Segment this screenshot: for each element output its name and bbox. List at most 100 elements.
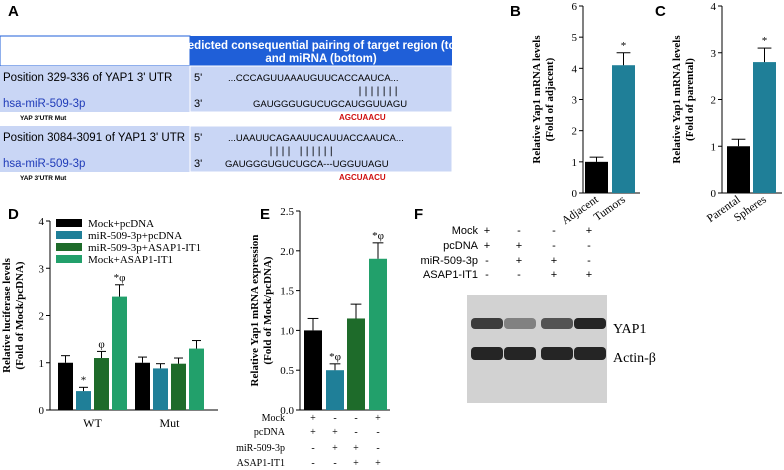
chart-e-y-tick-label: 0.0 — [280, 405, 294, 417]
blot-band-actin — [471, 347, 503, 360]
chart-e-condition-sign: - — [376, 427, 379, 438]
blot-condition-sign: + — [484, 225, 490, 237]
blot-condition-sign: + — [586, 269, 592, 281]
chart-d-bar — [94, 358, 109, 410]
chart-e-y-axis-label: Relative Yap1 mRNA expression — [249, 235, 261, 387]
table-header-text-line1: Predicted consequential pairing of targe… — [176, 40, 467, 52]
chart-e-y-axis-label: (Fold of Mock/pcDNA) — [262, 256, 274, 364]
chart-b-y-tick-label: 2 — [572, 126, 578, 138]
blot-condition-label: pcDNA — [443, 240, 479, 252]
blot-condition-sign: + — [551, 255, 557, 267]
chart-e-condition-sign: + — [375, 458, 381, 469]
chart-b-y-tick-label: 3 — [572, 95, 578, 107]
mut-label: YAP 3'UTR Mut — [20, 175, 67, 182]
table-row-sequence-cell — [189, 65, 453, 113]
chart-e-condition-label: miR-509-3p — [236, 443, 285, 454]
blot-band-label-yap1: YAP1 — [613, 322, 646, 337]
chart-d-legend-swatch — [56, 255, 82, 263]
chart-d-legend-label: miR-509-3p+ASAP1-IT1 — [88, 242, 201, 254]
panel-letter-c: C — [655, 3, 666, 20]
chart-e-condition-sign: + — [310, 427, 316, 438]
chart-e-bar — [304, 330, 322, 410]
blot-condition-sign: - — [517, 225, 521, 237]
chart-e-significance-mark: *φ — [372, 230, 384, 242]
blot-band-actin — [504, 347, 536, 360]
blot-band-actin — [541, 347, 573, 360]
chart-e-y-tick-label: 2.5 — [280, 206, 294, 218]
chart-e-bar — [326, 370, 344, 410]
table-row-sequence-cell — [189, 125, 453, 173]
blot-condition-sign: + — [484, 240, 490, 252]
chart-e-y-tick-label: 1.5 — [280, 286, 294, 298]
blot-condition-sign: - — [517, 269, 521, 281]
mut-sequence: AGCUAACU — [339, 173, 386, 182]
chart-e-condition-sign: - — [376, 443, 379, 454]
chart-e-y-tick-label: 1.0 — [280, 325, 294, 337]
chart-d-bar — [135, 362, 150, 410]
chart-e-condition-sign: + — [353, 443, 359, 454]
table-header-left-cell — [0, 35, 191, 67]
mut-sequence: AGCUAACU — [339, 113, 386, 122]
chart-c-bar — [727, 146, 750, 193]
mut-label: YAP 3'UTR Mut — [20, 115, 67, 122]
chart-d-bar — [76, 391, 91, 410]
table-row-position: Position 329-336 of YAP1 3' UTR — [3, 72, 172, 84]
chart-d-legend-swatch — [56, 243, 82, 251]
chart-e-condition-sign: - — [333, 458, 336, 469]
chart-b-significance-mark: * — [621, 40, 627, 52]
chart-e-bar — [347, 318, 365, 410]
chart-d-y-tick-label: 4 — [39, 216, 45, 228]
chart-d-y-tick-label: 3 — [39, 263, 45, 275]
chart-e-y-tick-label: 2.0 — [280, 246, 294, 258]
chart-b-y-axis-label: Relative Yap1 mRNA levels — [531, 35, 543, 164]
chart-d-legend-swatch — [56, 231, 82, 239]
chart-d-bar — [153, 368, 168, 410]
chart-e-condition-sign: + — [375, 413, 381, 424]
target-sequence: ...UAAUUCAGAAUUCAUUACCAAUCA... — [228, 133, 404, 144]
chart-d-significance-mark: *φ — [114, 272, 126, 284]
blot-condition-sign: + — [516, 240, 522, 252]
table-row-mirna-name: hsa-miR-509-3p — [3, 98, 85, 110]
chart-e-condition-sign: + — [310, 413, 316, 424]
blot-condition-sign: + — [516, 255, 522, 267]
panel-letter-a: A — [8, 3, 19, 20]
mirna-sequence: GAUGGGUGUCUGCAUGGUUAGU — [253, 99, 407, 110]
blot-band-yap1 — [574, 318, 606, 329]
blot-condition-label: ASAP1-IT1 — [423, 269, 478, 281]
panel-letter-b: B — [510, 3, 521, 20]
chart-b-bar — [585, 161, 608, 193]
chart-d-y-tick-label: 1 — [39, 358, 45, 370]
chart-d-category-label: WT — [83, 416, 102, 430]
pairing-bars: ||||||| — [357, 86, 399, 97]
chart-c-y-axis-label: (Fold of parental) — [684, 58, 696, 141]
table-row-position: Position 3084-3091 of YAP1 3' UTR — [3, 132, 185, 144]
chart-d-bar — [171, 363, 186, 410]
chart-e-significance-mark: *φ — [329, 351, 341, 363]
blot-condition-sign: - — [485, 255, 489, 267]
chart-c-significance-mark: * — [762, 35, 768, 47]
chart-d-significance-mark: φ — [98, 338, 104, 350]
table-header-cell — [190, 36, 452, 66]
chart-c-y-tick-label: 3 — [711, 48, 717, 60]
chart-b-y-tick-label: 5 — [572, 32, 578, 44]
sequence-5prime-label: 5' — [194, 72, 202, 84]
chart-b-y-tick-label: 6 — [572, 1, 578, 13]
chart-c-y-axis-label: Relative Yap1 mRNA levels — [671, 35, 683, 164]
chart-e-condition-label: ASAP1-IT1 — [237, 458, 285, 469]
blot-condition-sign: - — [485, 269, 489, 281]
blot-condition-label: Mock — [452, 225, 479, 237]
chart-d-legend-swatch — [56, 219, 82, 227]
chart-e-condition-sign: + — [353, 458, 359, 469]
chart-b-y-tick-label: 1 — [572, 157, 578, 169]
blot-condition-sign: - — [552, 240, 556, 252]
blot-band-yap1 — [471, 318, 503, 329]
mirna-sequence: GAUGGGUGUCUGCA---UGGUUAGU — [225, 159, 389, 170]
chart-e-condition-sign: - — [311, 458, 314, 469]
chart-b-bar — [612, 65, 635, 193]
chart-e-condition-sign: - — [354, 413, 357, 424]
target-sequence: ...CCCAGUUAAAUGUUCACCAAUCA... — [228, 73, 399, 84]
blot-band-yap1 — [504, 318, 536, 329]
blot-condition-sign: - — [552, 225, 556, 237]
blot-band-yap1 — [541, 318, 573, 329]
